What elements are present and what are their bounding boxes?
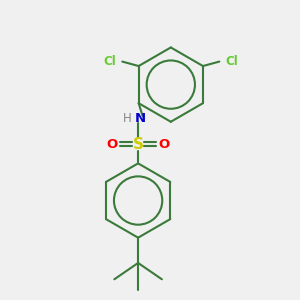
Text: N: N: [135, 112, 146, 125]
Text: S: S: [133, 136, 144, 152]
Text: H: H: [122, 112, 131, 125]
Text: O: O: [158, 138, 169, 151]
Text: Cl: Cl: [225, 55, 238, 68]
Text: O: O: [106, 138, 118, 151]
Text: Cl: Cl: [103, 55, 116, 68]
